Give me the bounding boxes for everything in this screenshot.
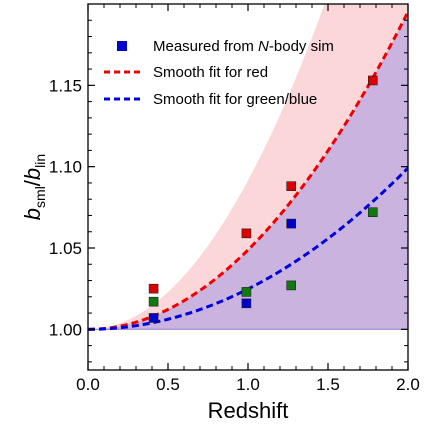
legend-label-blue-fit: Smooth fit for green/blue bbox=[153, 91, 317, 108]
point-green-1 bbox=[241, 287, 252, 297]
point-blue-2 bbox=[286, 218, 297, 229]
point-green-2 bbox=[286, 280, 297, 291]
x-tick-label: 1.0 bbox=[236, 375, 260, 394]
y-axis-title-sep: / bbox=[20, 179, 45, 186]
legend-label-measured: Measured from N-body sim bbox=[153, 38, 334, 55]
point-blue-0 bbox=[148, 313, 159, 323]
point-red-1 bbox=[241, 228, 252, 239]
y-tick-label: 1.15 bbox=[49, 76, 82, 95]
data-points bbox=[148, 75, 378, 323]
point-red-3 bbox=[367, 75, 378, 86]
y-axis-title-main-2: b bbox=[20, 168, 45, 180]
point-blue-1 bbox=[241, 298, 252, 309]
legend-marker-measured bbox=[117, 41, 127, 51]
point-red-0 bbox=[148, 283, 159, 294]
x-tick-label: 0.5 bbox=[156, 375, 180, 394]
y-tick-label: 1.00 bbox=[49, 320, 82, 339]
point-green-3 bbox=[367, 207, 378, 218]
y-axis-title-sub2: lin bbox=[32, 154, 48, 168]
x-tick-label: 1.5 bbox=[316, 375, 340, 394]
y-axis-title-main: b bbox=[20, 208, 45, 220]
legend: Measured from N-body sim Smooth fit for … bbox=[104, 38, 334, 108]
confidence-bands bbox=[88, 4, 408, 330]
x-axis-ticks: 0.0 0.5 1.0 1.5 2.0 bbox=[76, 4, 420, 394]
y-tick-label: 1.10 bbox=[49, 158, 82, 177]
x-axis-title: Redshift bbox=[208, 398, 289, 423]
plot-area bbox=[87, 3, 409, 371]
point-red-2 bbox=[286, 181, 297, 191]
point-green-0 bbox=[148, 296, 159, 307]
x-tick-label: 2.0 bbox=[396, 375, 420, 394]
legend-label-red-fit: Smooth fit for red bbox=[153, 64, 268, 81]
y-axis-title: bsml/blin bbox=[20, 154, 48, 220]
blue-band bbox=[88, 11, 408, 330]
y-axis-title-sub1: sml bbox=[32, 186, 48, 208]
x-tick-label: 0.0 bbox=[76, 375, 100, 394]
y-axis-ticks: 1.00 1.05 1.10 1.15 bbox=[49, 19, 408, 363]
y-tick-label: 1.05 bbox=[49, 239, 82, 258]
